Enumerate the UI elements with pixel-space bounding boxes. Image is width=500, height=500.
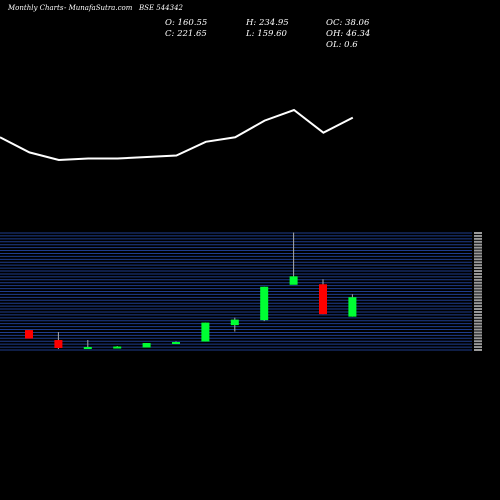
price-tick bbox=[474, 281, 482, 284]
price-tick bbox=[474, 293, 482, 296]
price-tick bbox=[474, 264, 482, 267]
price-tick bbox=[474, 343, 482, 346]
price-tick bbox=[474, 305, 482, 308]
candle bbox=[25, 330, 33, 339]
price-tick bbox=[474, 308, 482, 311]
candle-body bbox=[260, 286, 269, 321]
overlay-line-layer bbox=[0, 108, 354, 162]
candle-body bbox=[201, 322, 210, 342]
open-high-value: OH: 46.34 bbox=[326, 29, 371, 39]
price-tick bbox=[474, 319, 482, 322]
price-tick bbox=[474, 267, 482, 270]
candle-body bbox=[172, 342, 180, 345]
candle-body bbox=[83, 347, 92, 350]
price-tick bbox=[474, 313, 482, 316]
price-tick bbox=[474, 322, 482, 325]
candle-body bbox=[319, 284, 327, 315]
price-tick bbox=[474, 232, 482, 234]
price-tick bbox=[474, 255, 482, 258]
candle-body bbox=[54, 340, 63, 349]
price-tick bbox=[474, 258, 482, 261]
open-close-value: OC: 38.06 bbox=[326, 18, 370, 28]
price-tick bbox=[474, 275, 482, 278]
price-tick bbox=[474, 234, 482, 237]
price-tick bbox=[474, 346, 482, 349]
candle bbox=[54, 332, 63, 350]
candle-body bbox=[348, 297, 357, 317]
candle bbox=[83, 340, 92, 350]
price-tick bbox=[474, 270, 482, 273]
price-tick bbox=[474, 246, 482, 249]
candle-body bbox=[142, 343, 151, 348]
candle bbox=[230, 317, 239, 332]
source-label: - MunafaSutra.com bbox=[64, 4, 133, 12]
candle-body bbox=[25, 330, 33, 339]
candle bbox=[142, 343, 151, 348]
candle-body bbox=[230, 319, 239, 326]
price-tick bbox=[474, 237, 482, 240]
price-tick bbox=[474, 290, 482, 293]
candle bbox=[201, 322, 210, 342]
price-tick bbox=[474, 287, 482, 290]
candle-body bbox=[113, 346, 122, 349]
price-tick bbox=[474, 261, 482, 264]
price-tick bbox=[474, 316, 482, 319]
candle bbox=[113, 346, 122, 349]
high-value: H: 234.95 bbox=[246, 18, 289, 28]
close-value: C: 221.65 bbox=[165, 29, 207, 39]
candles-layer bbox=[25, 232, 357, 350]
open-low-value: OL: 0.6 bbox=[326, 40, 358, 50]
price-tick bbox=[474, 328, 482, 331]
price-tick bbox=[474, 284, 482, 287]
candle bbox=[172, 341, 180, 345]
overlay-line bbox=[0, 108, 354, 162]
price-tick bbox=[474, 325, 482, 328]
price-tick bbox=[474, 296, 482, 299]
candle bbox=[260, 286, 269, 322]
price-grid bbox=[0, 232, 472, 351]
candle bbox=[348, 294, 357, 317]
price-tick bbox=[474, 310, 482, 313]
candle bbox=[289, 232, 298, 285]
candle bbox=[319, 279, 327, 315]
price-tick bbox=[474, 349, 482, 351]
price-axis-ticks bbox=[474, 232, 482, 351]
price-tick bbox=[474, 278, 482, 281]
open-value: O: 160.55 bbox=[165, 18, 208, 28]
price-tick bbox=[474, 334, 482, 337]
price-tick bbox=[474, 299, 482, 302]
price-tick bbox=[474, 272, 482, 275]
price-tick bbox=[474, 240, 482, 243]
price-tick bbox=[474, 337, 482, 340]
low-value: L: 159.60 bbox=[246, 29, 287, 39]
candle-body bbox=[289, 276, 298, 285]
symbol-label: BSE 544342 bbox=[139, 4, 183, 12]
price-tick bbox=[474, 252, 482, 255]
price-tick bbox=[474, 302, 482, 305]
price-tick bbox=[474, 331, 482, 334]
chart-period-label: Monthly Charts bbox=[8, 4, 64, 12]
price-tick bbox=[474, 249, 482, 252]
price-tick bbox=[474, 340, 482, 343]
price-tick bbox=[474, 243, 482, 246]
